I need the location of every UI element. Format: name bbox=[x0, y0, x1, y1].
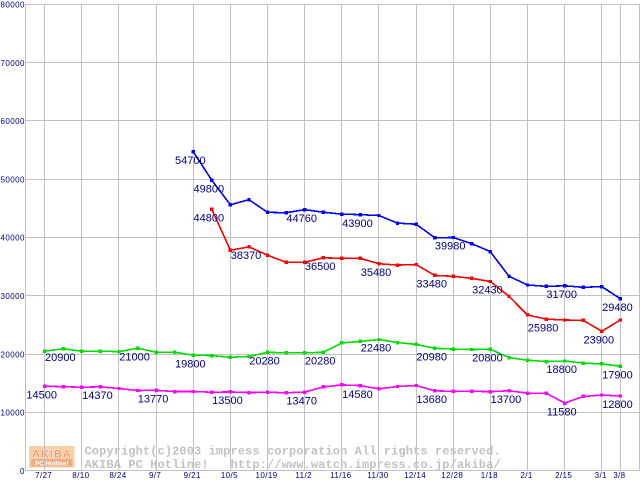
svg-text:35480: 35480 bbox=[361, 267, 392, 279]
svg-text:8/10: 8/10 bbox=[72, 471, 89, 480]
svg-text:20800: 20800 bbox=[472, 353, 503, 365]
svg-text:PC Hotline!: PC Hotline! bbox=[35, 460, 68, 467]
svg-text:3/1: 3/1 bbox=[595, 471, 607, 480]
svg-text:AKIBA: AKIBA bbox=[32, 449, 72, 461]
svg-text:2/1: 2/1 bbox=[520, 471, 532, 480]
svg-text:54700: 54700 bbox=[175, 155, 206, 167]
svg-text:25980: 25980 bbox=[528, 322, 559, 334]
svg-text:32430: 32430 bbox=[472, 285, 503, 297]
svg-text:9/21: 9/21 bbox=[184, 471, 201, 480]
svg-text:Copyright(c)2003 impress corpo: Copyright(c)2003 impress corporation All… bbox=[85, 445, 501, 459]
svg-text:2/15: 2/15 bbox=[555, 471, 572, 480]
svg-text:30000: 30000 bbox=[1, 292, 25, 301]
svg-text:12/28: 12/28 bbox=[441, 471, 463, 480]
svg-text:22480: 22480 bbox=[361, 343, 392, 355]
svg-text:20980: 20980 bbox=[416, 352, 447, 364]
svg-text:1/18: 1/18 bbox=[481, 471, 498, 480]
svg-text:11/30: 11/30 bbox=[367, 471, 389, 480]
svg-text:13680: 13680 bbox=[416, 394, 447, 406]
svg-text:36500: 36500 bbox=[305, 261, 336, 273]
svg-text:43900: 43900 bbox=[342, 218, 373, 230]
svg-text:17900: 17900 bbox=[602, 369, 633, 381]
svg-text:33480: 33480 bbox=[416, 279, 447, 291]
svg-text:20900: 20900 bbox=[45, 352, 76, 364]
svg-text:12/14: 12/14 bbox=[404, 471, 426, 480]
svg-text:20280: 20280 bbox=[305, 356, 336, 368]
svg-text:14370: 14370 bbox=[82, 390, 113, 402]
svg-text:40000: 40000 bbox=[1, 234, 25, 243]
svg-text:18800: 18800 bbox=[546, 364, 577, 376]
svg-text:13500: 13500 bbox=[212, 395, 243, 407]
svg-text:20000: 20000 bbox=[1, 350, 25, 359]
svg-text:13700: 13700 bbox=[491, 394, 522, 406]
svg-text:8/24: 8/24 bbox=[109, 471, 126, 480]
svg-text:50000: 50000 bbox=[1, 175, 25, 184]
svg-text:21000: 21000 bbox=[119, 351, 150, 363]
svg-text:3/8: 3/8 bbox=[613, 471, 625, 480]
svg-text:44760: 44760 bbox=[286, 213, 317, 225]
svg-text:13770: 13770 bbox=[138, 394, 169, 406]
svg-text:7/27: 7/27 bbox=[35, 471, 52, 480]
svg-text:20280: 20280 bbox=[249, 356, 280, 368]
svg-text:70000: 70000 bbox=[1, 59, 25, 68]
svg-text:39980: 39980 bbox=[435, 241, 466, 253]
svg-text:60000: 60000 bbox=[1, 117, 25, 126]
svg-text:13470: 13470 bbox=[286, 395, 317, 407]
svg-text:9/7: 9/7 bbox=[149, 471, 161, 480]
svg-text:10000: 10000 bbox=[1, 409, 25, 418]
svg-text:14580: 14580 bbox=[342, 389, 373, 401]
svg-text:23900: 23900 bbox=[584, 335, 615, 347]
svg-text:0: 0 bbox=[20, 467, 25, 476]
svg-text:49800: 49800 bbox=[194, 184, 225, 196]
svg-text:29480: 29480 bbox=[602, 302, 633, 314]
svg-text:11/16: 11/16 bbox=[330, 471, 352, 480]
svg-text:11/2: 11/2 bbox=[295, 471, 312, 480]
svg-text:12800: 12800 bbox=[602, 399, 633, 411]
svg-text:11580: 11580 bbox=[547, 406, 577, 418]
svg-text:80000: 80000 bbox=[1, 1, 25, 10]
svg-text:14500: 14500 bbox=[26, 389, 57, 401]
svg-text:31700: 31700 bbox=[546, 289, 577, 301]
svg-text:10/19: 10/19 bbox=[256, 471, 278, 480]
svg-text:10/5: 10/5 bbox=[221, 471, 238, 480]
svg-text:19800: 19800 bbox=[175, 358, 206, 370]
svg-text:44800: 44800 bbox=[194, 213, 225, 225]
svg-text:AKIBA PC Hotline! http://www: AKIBA PC Hotline! http://www.watch.impre… bbox=[85, 458, 501, 472]
svg-text:38370: 38370 bbox=[231, 250, 262, 262]
